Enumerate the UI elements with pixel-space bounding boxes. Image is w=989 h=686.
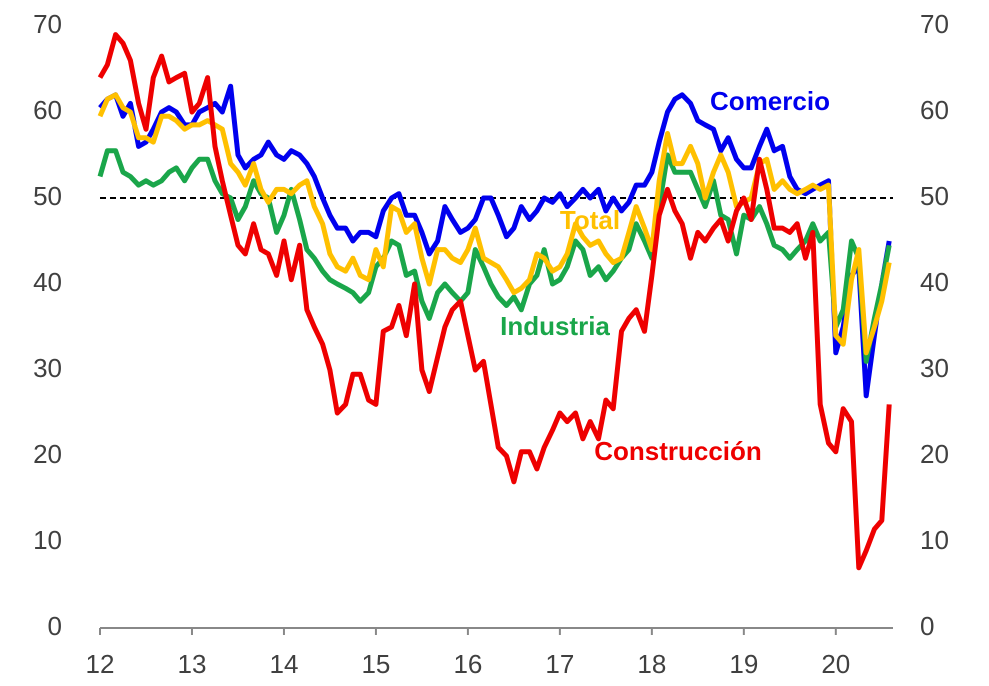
y-tick-label: 20 [33, 439, 62, 469]
series-label: Industria [500, 311, 610, 341]
series-label: Construcción [594, 436, 762, 466]
y2-tick-label: 10 [920, 525, 949, 555]
y-tick-label: 40 [33, 267, 62, 297]
series-label: Comercio [710, 86, 830, 116]
y2-tick-label: 50 [920, 181, 949, 211]
y2-tick-label: 40 [920, 267, 949, 297]
y-tick-label: 0 [48, 611, 62, 641]
x-tick-label: 20 [821, 649, 850, 679]
x-tick-label: 16 [453, 649, 482, 679]
series-line [98, 83, 892, 399]
x-tick-label: 18 [637, 649, 666, 679]
x-tick-label: 19 [729, 649, 758, 679]
y-tick-label: 50 [33, 181, 62, 211]
x-tick-label: 15 [361, 649, 390, 679]
y-tick-label: 10 [33, 525, 62, 555]
x-tick-label: 14 [269, 649, 298, 679]
y2-tick-label: 20 [920, 439, 949, 469]
series-line [97, 32, 892, 571]
y2-tick-label: 30 [920, 353, 949, 383]
y2-tick-label: 70 [920, 9, 949, 39]
series-line [97, 148, 892, 364]
x-tick-label: 13 [178, 649, 207, 679]
y-tick-label: 30 [33, 353, 62, 383]
y2-tick-label: 60 [920, 95, 949, 125]
y-tick-label: 60 [33, 95, 62, 125]
x-tick-label: 17 [545, 649, 574, 679]
series-label: Total [560, 205, 620, 235]
x-tick-label: 12 [86, 649, 115, 679]
y2-tick-label: 0 [920, 611, 934, 641]
y-tick-label: 70 [33, 9, 62, 39]
